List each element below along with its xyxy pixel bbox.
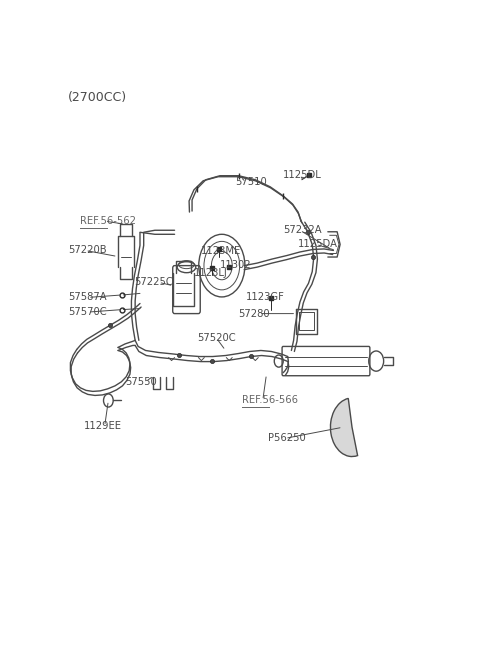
Text: REF.56-562: REF.56-562 [81, 216, 136, 226]
Text: 57550: 57550 [125, 377, 157, 387]
Text: 57220B: 57220B [68, 245, 107, 255]
Text: (2700CC): (2700CC) [67, 91, 127, 104]
Text: 1123GF: 1123GF [246, 293, 285, 302]
Text: 57570C: 57570C [68, 307, 107, 317]
Text: REF.56-566: REF.56-566 [242, 396, 298, 405]
Text: 1125DA: 1125DA [298, 239, 338, 249]
Text: 57510: 57510 [235, 177, 266, 187]
Text: 11302: 11302 [220, 260, 252, 270]
Text: 57225C: 57225C [134, 277, 173, 287]
Text: 57587A: 57587A [68, 293, 107, 302]
Text: 1129EE: 1129EE [84, 421, 122, 431]
Text: 57280: 57280 [239, 308, 270, 319]
Text: P56250: P56250 [268, 434, 306, 443]
Wedge shape [330, 398, 358, 457]
Text: 1125DL: 1125DL [283, 170, 322, 180]
Text: 1123LJ: 1123LJ [194, 268, 228, 278]
Text: 57520C: 57520C [198, 333, 236, 343]
Text: 57232A: 57232A [283, 225, 322, 236]
Text: 1123ME: 1123ME [202, 247, 241, 256]
